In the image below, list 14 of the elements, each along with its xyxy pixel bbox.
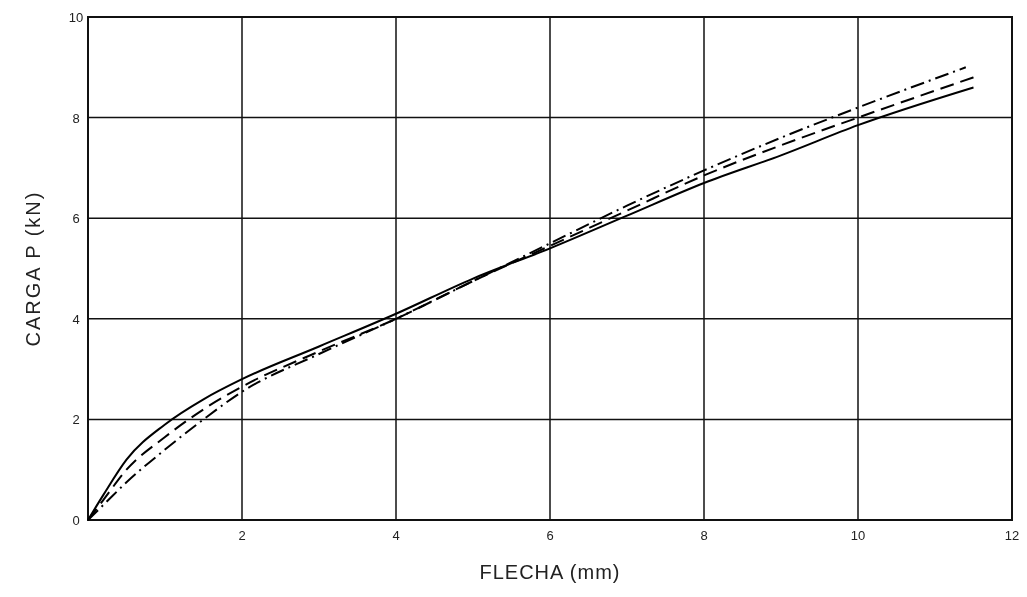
- x-tick-label: 4: [392, 528, 400, 543]
- x-tick-label: 12: [1004, 528, 1020, 543]
- x-tick-label: 6: [546, 528, 554, 543]
- y-axis-title: CARGA P (kN): [22, 190, 44, 347]
- y-tick-label: 8: [72, 110, 80, 126]
- x-tick-label: 2: [238, 528, 246, 543]
- y-tick-label: 0: [72, 513, 80, 528]
- x-axis-title: FLECHA (mm): [479, 561, 621, 583]
- y-tick-label: 10: [68, 10, 84, 25]
- y-tick-label: 4: [72, 311, 80, 327]
- x-tick-label: 10: [850, 528, 866, 543]
- y-tick-label: 2: [72, 412, 80, 428]
- y-tick-label: 6: [72, 211, 80, 227]
- x-tick-label: 8: [700, 528, 708, 543]
